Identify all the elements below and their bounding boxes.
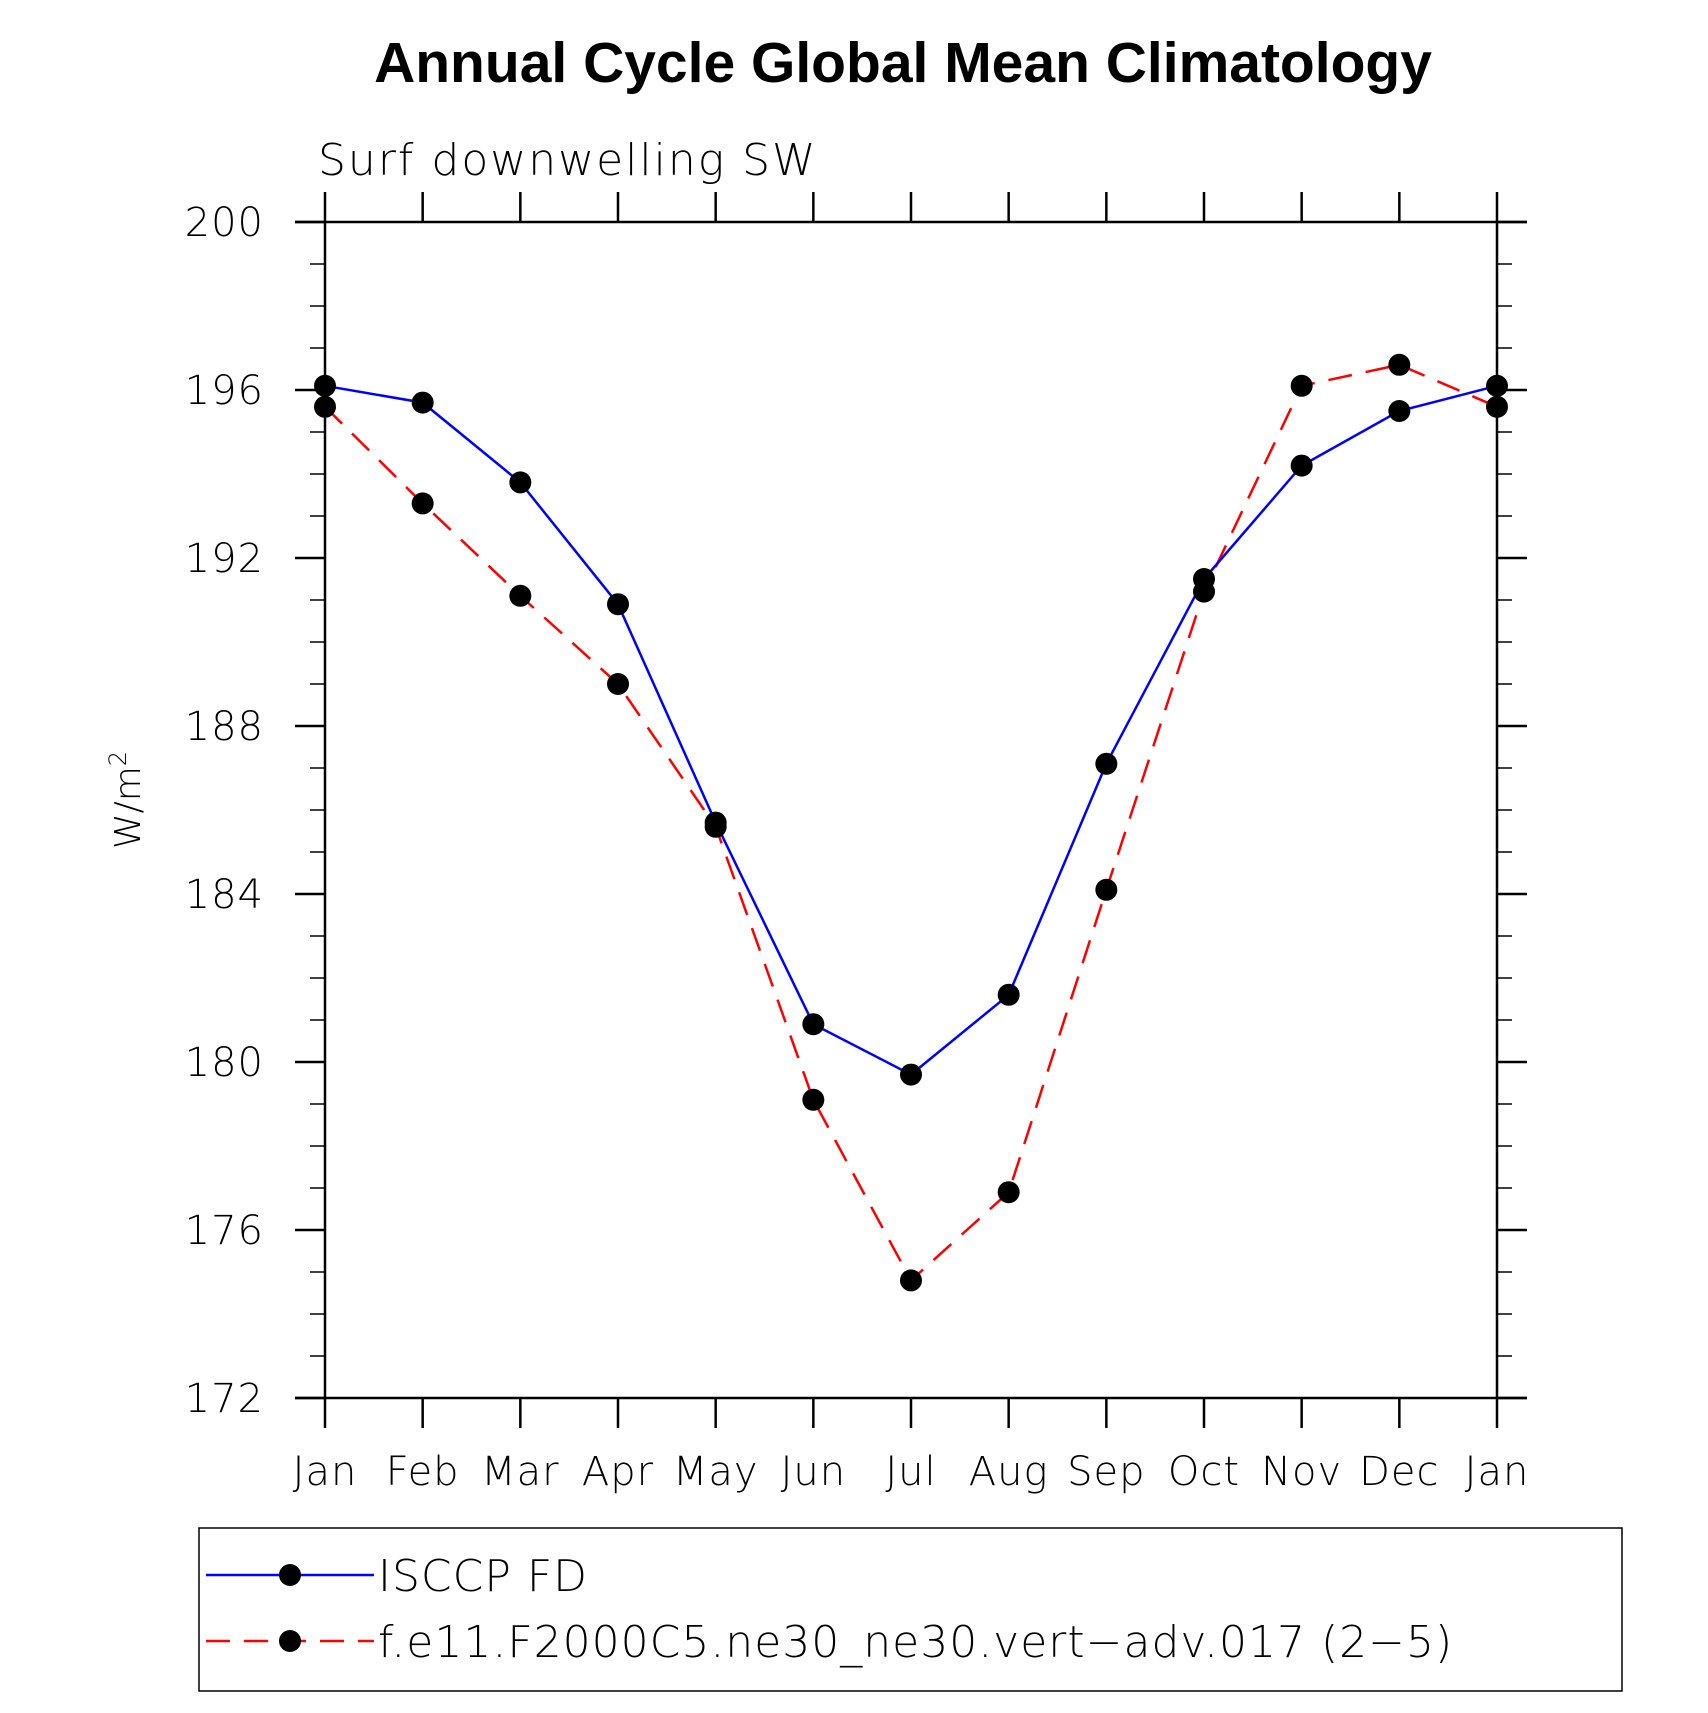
- x-tick-label: Oct: [1168, 1449, 1240, 1495]
- legend-label-0: ISCCP FD: [378, 1551, 588, 1602]
- chart-title: Annual Cycle Global Mean Climatology: [374, 31, 1432, 95]
- x-tick-label: Mar: [481, 1449, 559, 1495]
- legend-marker-0: [279, 1564, 301, 1586]
- series-1-point: [1486, 395, 1508, 418]
- legend-marker-1: [279, 1630, 301, 1652]
- series-0-point: [802, 1013, 825, 1036]
- svg-text:W/m2: W/m2: [104, 751, 149, 849]
- series-1-point: [509, 584, 532, 607]
- series-0-point: [1388, 400, 1411, 422]
- y-tick-label: 192: [185, 536, 264, 582]
- series-line-0: [324, 384, 1498, 1077]
- y-tick-label: 184: [185, 872, 264, 918]
- x-tick-label: Jul: [885, 1449, 936, 1495]
- series-1-point: [411, 492, 434, 515]
- y-axis-label: W/m2: [104, 751, 149, 849]
- y-tick-label: 188: [185, 704, 264, 750]
- series-0-point: [411, 391, 434, 414]
- series-0-point: [1290, 454, 1313, 477]
- series-0-point: [1486, 374, 1508, 397]
- y-axis-label-superscript: 2: [104, 751, 132, 766]
- x-tick-label: Sep: [1067, 1449, 1145, 1495]
- x-tick-label: Jun: [781, 1449, 847, 1495]
- legend: ISCCP FD f.e11.F2000C5.ne30_ne30.vert−adv…: [198, 1527, 1623, 1692]
- x-tick-label: Feb: [386, 1449, 460, 1495]
- y-tick-label: 196: [185, 368, 264, 414]
- series: [314, 353, 1508, 1292]
- y-tick-label: 180: [185, 1040, 264, 1086]
- y-tick-label: 172: [185, 1376, 264, 1422]
- x-tick-label: Dec: [1359, 1449, 1439, 1495]
- y-tick-label: 200: [185, 200, 264, 246]
- series-1-point: [1193, 580, 1215, 603]
- series-0-point: [607, 593, 629, 616]
- series-1-point: [997, 1181, 1020, 1204]
- x-tick-label: Nov: [1261, 1449, 1342, 1495]
- legend-box: [198, 1527, 1623, 1692]
- series-0-point: [997, 983, 1020, 1006]
- x-tick-label: Aug: [969, 1449, 1049, 1495]
- chart-subtitle: Surf downwelling SW: [318, 135, 818, 186]
- series-1-point: [1388, 353, 1411, 376]
- series-1-point: [314, 395, 336, 418]
- series-1-point: [900, 1269, 922, 1292]
- series-0-point: [1095, 752, 1118, 775]
- series-line-1: [324, 363, 1498, 1283]
- series-0-point: [314, 374, 336, 397]
- series-0-point: [509, 471, 532, 494]
- series-1-point: [607, 673, 629, 695]
- series-1-point: [802, 1088, 825, 1111]
- x-tick-label: Jan: [1465, 1449, 1530, 1495]
- x-tick-label: Jan: [293, 1449, 358, 1495]
- legend-label-1: f.e11.F2000C5.ne30_ne30.vert−adv.017 (2−…: [378, 1617, 1453, 1668]
- y-tick-label: 176: [185, 1208, 264, 1254]
- series-0-point: [900, 1063, 922, 1086]
- x-tick-label: Apr: [582, 1449, 654, 1495]
- series-1-point: [1095, 878, 1118, 901]
- axes: 172 176 180 184 188 192 196 200 Jan Feb Mar Apr May J…: [185, 192, 1530, 1495]
- series-1-point: [704, 815, 727, 838]
- y-axis-label-base: W/m: [108, 766, 149, 849]
- x-tick-label: May: [673, 1449, 759, 1495]
- series-1-point: [1290, 374, 1313, 397]
